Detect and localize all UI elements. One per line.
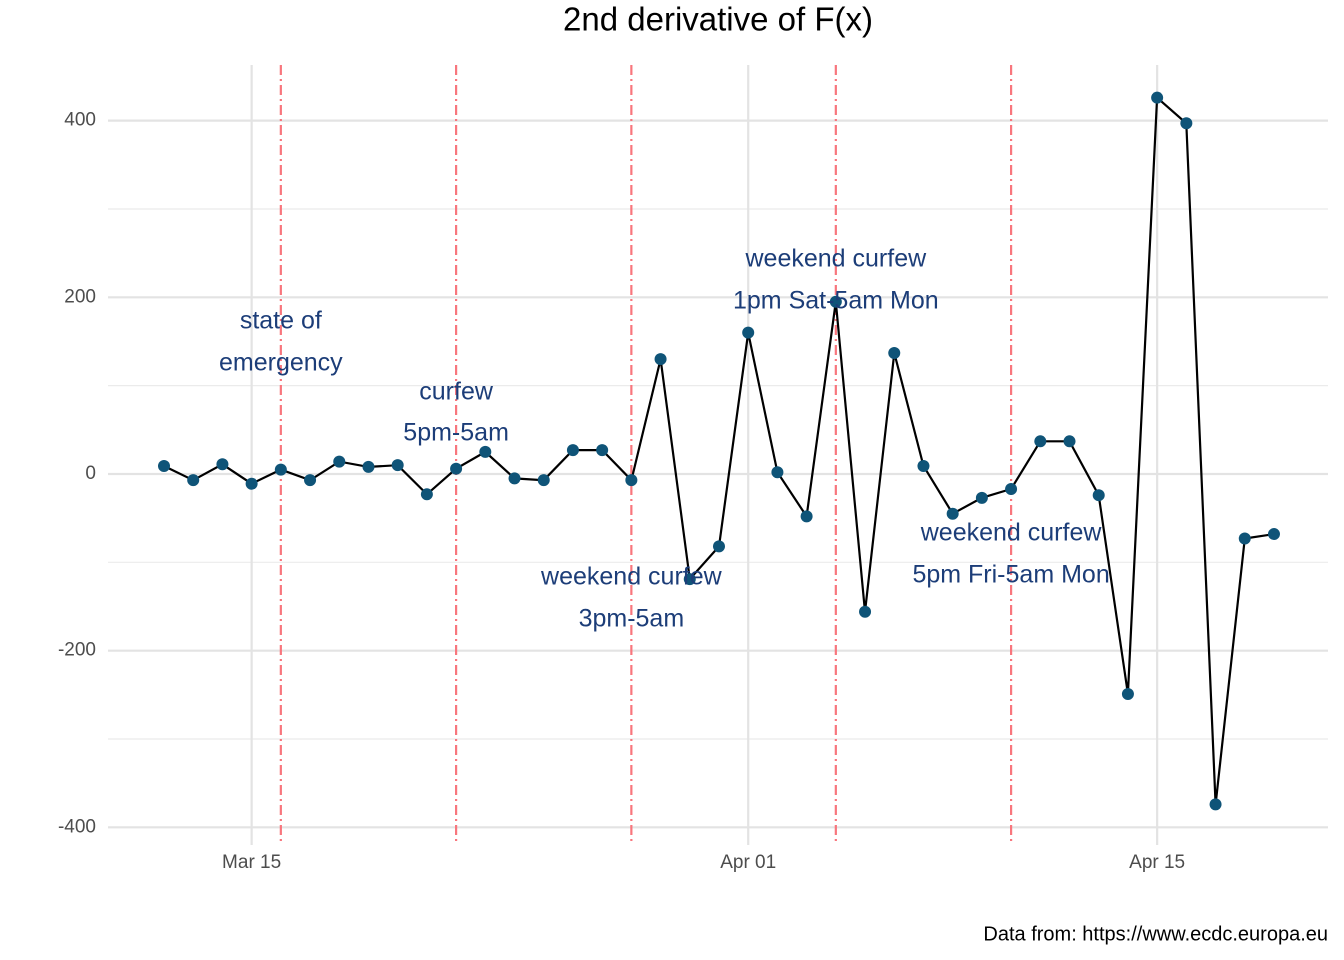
data-point [362,460,375,473]
data-point [1092,489,1105,502]
data-point [187,474,200,487]
x-tick-label: Apr 01 [720,852,776,873]
data-point [1151,91,1164,104]
data-point [1180,117,1193,130]
y-tick-label: 0 [85,463,96,484]
data-point [304,474,317,487]
y-tick-label: 400 [64,110,96,131]
annotation: weekend curfew [920,519,1103,547]
x-tick-label: Mar 15 [222,852,281,873]
data-point [537,474,550,487]
data-point [625,474,638,487]
x-tick-label: Apr 15 [1129,852,1185,873]
annotation: emergency [219,349,343,377]
data-point [1121,687,1134,700]
data-point [829,295,842,308]
y-tick-label: -200 [58,640,96,661]
data-point [1034,435,1047,448]
data-point [946,507,959,520]
data-line [163,95,1275,805]
data-point [596,444,609,457]
data-point [1005,483,1018,496]
caption: Data from: https://www.ecdc.europa.eu [983,923,1328,945]
data-point [420,488,433,501]
data-point [975,491,988,504]
annotation: weekend curfew [745,245,928,273]
data-point [274,463,287,476]
data-point [1209,798,1222,811]
data-point [917,460,930,473]
data-point [391,459,404,472]
annotation: 5pm Fri-5am Mon [912,561,1109,589]
chart-title: 2nd derivative of F(x) [563,1,873,38]
data-point [158,460,170,473]
data-point [683,573,696,586]
y-tick-label: -400 [58,816,96,837]
data-point [859,605,872,618]
data-point [333,455,346,468]
data-point [888,346,901,359]
data-point [1267,528,1280,541]
data-point [566,444,579,457]
data-point [1238,532,1251,545]
data-point [479,445,492,458]
data-point [1063,435,1076,448]
data-point [508,472,521,485]
annotation: 5pm-5am [403,419,509,447]
data-point [216,458,229,471]
data-point [712,540,725,553]
data-point [654,353,667,366]
data-point [450,462,463,475]
data-point [771,466,784,479]
annotation: 1pm Sat-5am Mon [733,287,939,315]
annotation: curfew [419,378,494,406]
data-point [800,510,813,523]
y-tick-label: 200 [64,286,96,307]
data-point [245,477,258,490]
annotation: weekend curfew [540,563,723,591]
annotation: 3pm-5am [579,605,685,633]
annotation: state of [240,307,322,335]
data-point [742,326,755,339]
